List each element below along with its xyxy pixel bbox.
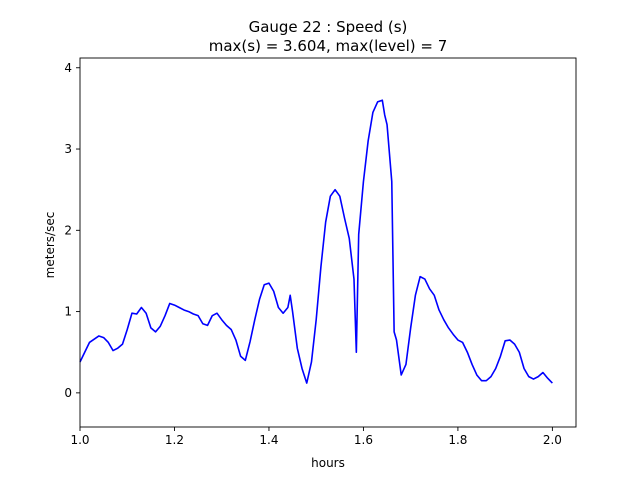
chart-title-line1: Gauge 22 : Speed (s) bbox=[249, 18, 408, 36]
y-tick-label: 0 bbox=[64, 386, 72, 400]
plot-area: 1.0 1.2 1.4 1.6 1.8 2.0 0 1 2 3 4 bbox=[64, 57, 577, 447]
y-tick-label: 2 bbox=[64, 223, 72, 237]
x-tick-label: 1.8 bbox=[448, 433, 467, 447]
chart-title-line2: max(s) = 3.604, max(level) = 7 bbox=[209, 37, 447, 55]
x-tick-label: 2.0 bbox=[543, 433, 562, 447]
series-line-0 bbox=[79, 99, 553, 384]
axes-frame bbox=[79, 57, 577, 428]
x-tick-label: 1.6 bbox=[354, 433, 373, 447]
x-tick-label: 1.0 bbox=[70, 433, 89, 447]
y-tick-label: 1 bbox=[64, 305, 72, 319]
x-axis-label: hours bbox=[311, 456, 345, 470]
y-tick-label: 4 bbox=[64, 61, 72, 75]
x-tick-label: 1.2 bbox=[165, 433, 184, 447]
x-tick-label: 1.4 bbox=[259, 433, 278, 447]
y-axis-label: meters/sec bbox=[43, 212, 57, 279]
y-tick-label: 3 bbox=[64, 142, 72, 156]
